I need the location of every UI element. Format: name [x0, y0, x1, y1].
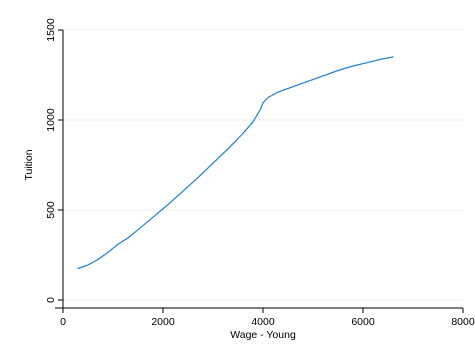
x-tick-label-2: 4000	[251, 316, 275, 328]
series-line-0	[77, 56, 394, 270]
y-tick-label-3: 1500	[45, 18, 57, 42]
y-tick-label-0: 0	[45, 297, 57, 303]
y-tick-label-1: 500	[45, 201, 57, 219]
x-axis-label: Wage - Young	[230, 329, 296, 341]
x-tick-label-0: 0	[60, 316, 66, 328]
gridlines	[63, 29, 463, 301]
x-tick-label-1: 2000	[151, 316, 175, 328]
series-lines	[77, 56, 394, 270]
x-tick-label-4: 8000	[451, 316, 475, 328]
y-tick-label-2: 1000	[45, 108, 57, 132]
tick-marks: 0 500 1000 1500 0 2000 4000 6000 8000	[45, 18, 475, 328]
y-axis-label: Tuition	[23, 149, 35, 180]
x-tick-label-3: 6000	[351, 316, 375, 328]
axes	[55, 30, 463, 309]
